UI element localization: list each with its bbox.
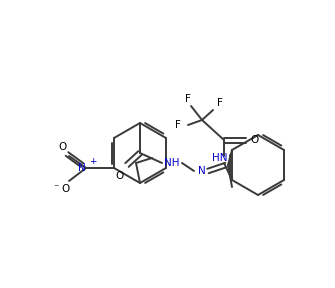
- Text: N: N: [78, 163, 86, 173]
- Text: O: O: [61, 184, 69, 194]
- Text: +: +: [89, 158, 96, 166]
- Text: O: O: [116, 171, 124, 181]
- Text: O: O: [58, 142, 66, 152]
- Text: F: F: [175, 120, 181, 130]
- Text: F: F: [217, 98, 223, 108]
- Text: ⁻: ⁻: [53, 183, 59, 193]
- Text: N: N: [198, 166, 206, 176]
- Text: HN: HN: [212, 153, 228, 163]
- Text: NH: NH: [164, 158, 180, 168]
- Text: O: O: [250, 135, 258, 145]
- Text: F: F: [185, 94, 191, 104]
